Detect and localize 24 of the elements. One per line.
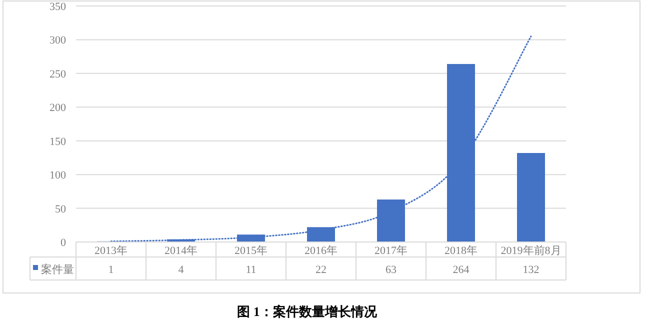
legend-label: 案件量 (41, 263, 74, 276)
x-tick-label: 2016年 (304, 245, 338, 257)
y-tick-label: 50 (55, 203, 66, 216)
x-tick-label: 2014年 (164, 245, 198, 257)
x-tick-label: 2018年 (444, 245, 478, 257)
data-label: 264 (452, 264, 470, 276)
y-tick-label: 150 (50, 136, 66, 148)
data-label: 132 (522, 264, 540, 276)
x-tick-label: 2019年前8月 (500, 245, 562, 257)
data-label: 63 (386, 264, 397, 276)
y-tick-label: 200 (50, 102, 66, 114)
text: 图 1：案件数量增长情况 (237, 304, 378, 319)
data-label: 11 (246, 264, 256, 276)
x-tick-label: 2013年 (94, 245, 128, 257)
x-tick-label: 2015年 (234, 245, 268, 257)
y-tick-label: 350 (50, 1, 66, 13)
y-tick-label: 300 (50, 34, 66, 47)
y-tick-label: 250 (50, 68, 66, 80)
y-tick-label: 100 (50, 170, 66, 182)
data-label: 22 (316, 264, 326, 276)
data-label: 4 (178, 264, 184, 276)
data-label: 1 (108, 264, 114, 276)
y-tick-label: 0 (60, 237, 66, 249)
x-tick-label: 2017年 (374, 245, 408, 257)
